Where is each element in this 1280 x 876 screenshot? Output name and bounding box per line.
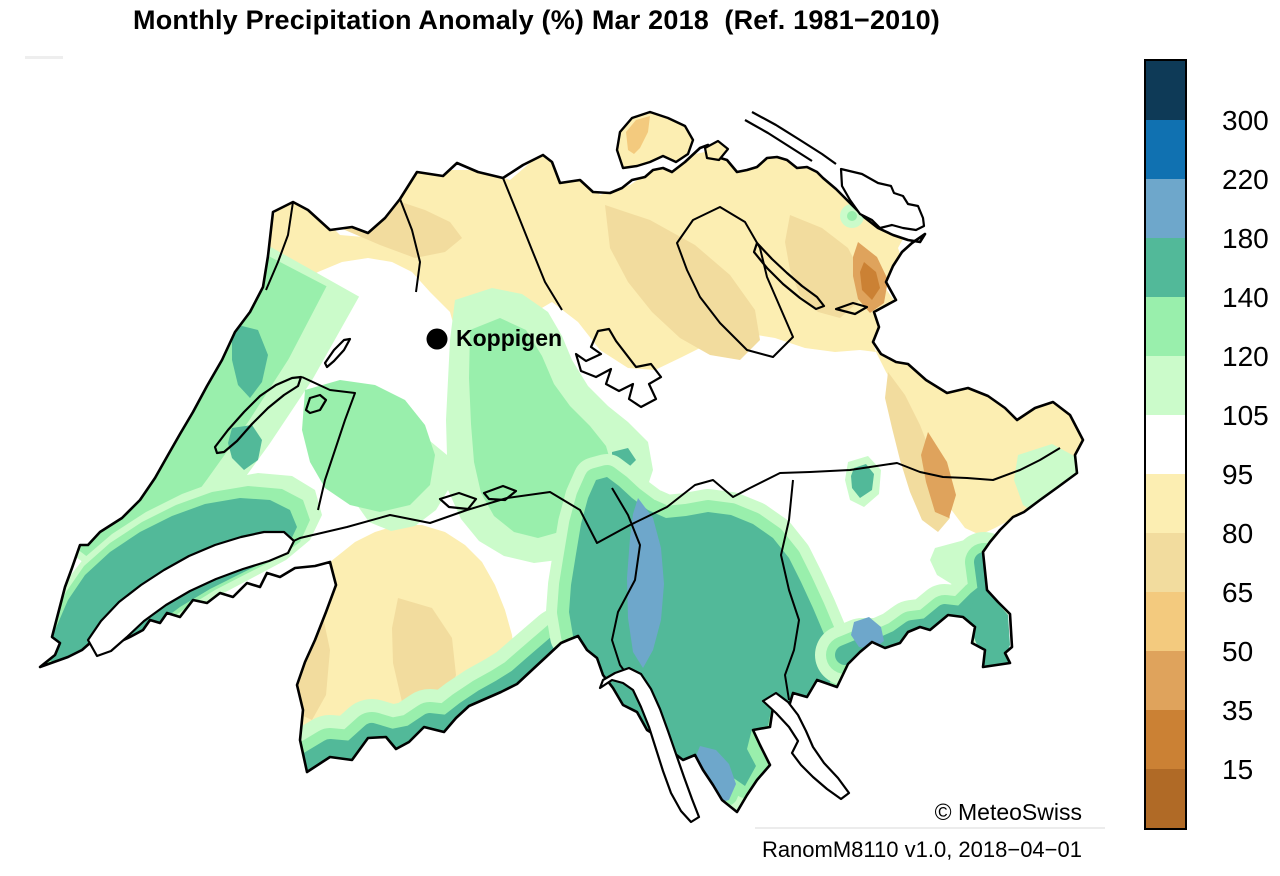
- boundary-broye: [301, 376, 356, 511]
- lake-lucerne: [574, 327, 663, 409]
- boundary-birs: [399, 198, 421, 293]
- legend-segment: [1146, 592, 1185, 651]
- region-blue-ticino-lens: [627, 498, 664, 668]
- page-title: Monthly Precipitation Anomaly (%) Mar 20…: [133, 5, 940, 35]
- lake-maggiore: [598, 666, 701, 824]
- lakes: [86, 111, 926, 824]
- region-orange-appenzell-core: [860, 262, 880, 300]
- legend-segment: [1146, 710, 1185, 769]
- schaffhausen-exclave: [615, 110, 730, 170]
- lake-thun: [438, 491, 478, 511]
- boundary-ticino-east: [780, 479, 800, 701]
- legend-tick-label: 120: [1222, 340, 1269, 372]
- legend-segment: [1146, 297, 1185, 356]
- legend-tick-label: 220: [1222, 163, 1269, 195]
- boundary-zurich-loop: [676, 206, 794, 358]
- lake-constance: [839, 167, 926, 232]
- legend-segment: [1146, 238, 1185, 297]
- spot-bodensee-light: [847, 211, 857, 221]
- legend-segment: [1146, 651, 1185, 710]
- boundary-basel-jura: [265, 201, 294, 291]
- anomaly-field: [40, 148, 1083, 812]
- lake-brienz: [482, 484, 518, 502]
- lake-walensee: [834, 301, 869, 316]
- legend-segment: [1146, 415, 1185, 474]
- legend-tick-label: 65: [1222, 576, 1254, 608]
- country-border: [38, 143, 1085, 814]
- spot-rheintal-teal: [851, 464, 874, 498]
- lake-neuchatel: [213, 375, 303, 455]
- station-marker-dot: [426, 328, 448, 350]
- render-artifact: [25, 56, 63, 59]
- footer-divider: [755, 827, 1105, 829]
- legend-tick-label: 140: [1222, 281, 1269, 313]
- legend-segment: [1146, 356, 1185, 415]
- legend-segment: [1146, 179, 1185, 238]
- legend-tick-label: 50: [1222, 635, 1254, 667]
- lake-lugano: [761, 691, 851, 801]
- legend-bar: [1144, 59, 1187, 830]
- region-blue-misox: [851, 617, 884, 649]
- legend-tick-label: 180: [1222, 222, 1269, 254]
- lake-murten: [304, 393, 328, 415]
- legend-tick-label: 80: [1222, 517, 1254, 549]
- region-tan-northcenter: [605, 205, 760, 360]
- boundary-aare: [502, 177, 563, 311]
- legend-segment: [1146, 120, 1185, 179]
- legend-tick-label: 105: [1222, 399, 1269, 431]
- station-label: Koppigen: [456, 325, 563, 351]
- lake-geneva: [86, 530, 296, 658]
- spot-jura-teal-south: [228, 425, 262, 470]
- lake-untersee-channel-south: [744, 119, 813, 162]
- legend-segment: [1146, 533, 1185, 592]
- boundary-alpine-crest: [216, 447, 1061, 579]
- legend-tick-label: 35: [1222, 694, 1254, 726]
- spot-jura-teal-north: [232, 325, 268, 398]
- lake-biel: [323, 337, 352, 369]
- legend-segment: [1146, 474, 1185, 533]
- legend-tick-label: 95: [1222, 458, 1254, 490]
- legend-segment: [1146, 61, 1185, 120]
- region-center-west-light: [302, 380, 435, 512]
- exclave-tan-patch: [626, 116, 650, 154]
- exclave-small-parcel: [703, 139, 730, 162]
- legend-segment: [1146, 769, 1185, 828]
- model-version-label: RanomM8110 v1.0, 2018−04−01: [761, 837, 1082, 862]
- region-tan-northeast: [785, 215, 862, 318]
- legend-tick-label: 300: [1222, 104, 1269, 136]
- lake-untersee-channel: [751, 111, 837, 165]
- lake-zurich: [752, 241, 826, 311]
- copyright-notice: © MeteoSwiss: [934, 799, 1082, 825]
- legend-tick-label: 15: [1222, 753, 1254, 785]
